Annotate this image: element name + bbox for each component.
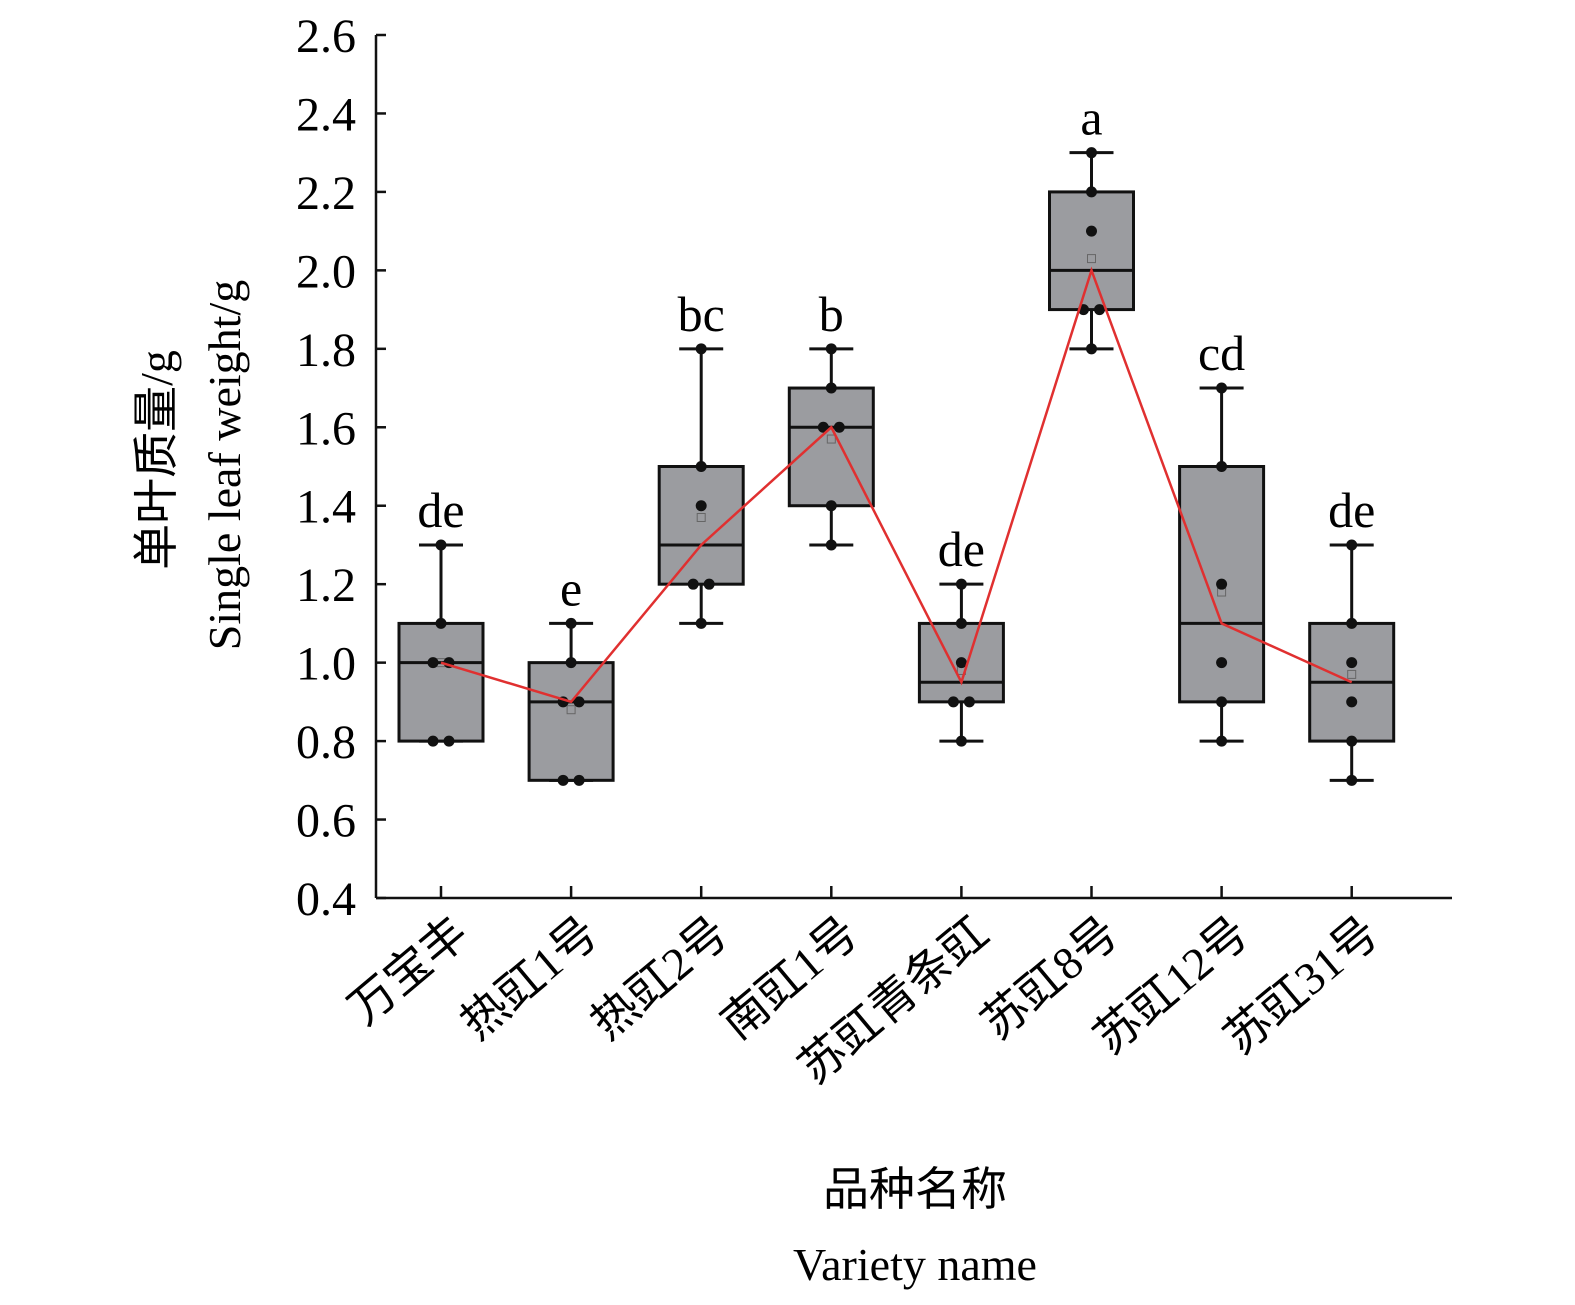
data-point	[565, 617, 577, 629]
y-tick-label: 1.0	[296, 638, 356, 691]
data-point	[557, 774, 569, 786]
significance-label: de	[417, 482, 464, 538]
data-point	[1346, 657, 1358, 669]
y-tick-label: 2.0	[296, 245, 356, 298]
mean-marker	[1087, 254, 1096, 264]
data-point	[687, 578, 699, 590]
data-point	[443, 735, 455, 747]
box	[787, 386, 875, 508]
box	[527, 661, 615, 782]
box	[1048, 190, 1135, 312]
data-point	[825, 382, 837, 394]
y-tick-label: 0.6	[296, 795, 356, 848]
data-point	[695, 343, 707, 355]
mean-marker	[826, 434, 836, 444]
y-axis-label-cn: 单叶质量/g	[131, 350, 182, 570]
mean-marker	[1347, 669, 1357, 679]
y-tick-label: 2.2	[296, 167, 356, 220]
data-point	[695, 461, 707, 472]
mean-marker	[566, 705, 576, 715]
significance-label: b	[819, 286, 844, 342]
significance-label: cd	[1198, 325, 1245, 381]
data-point	[1216, 657, 1228, 669]
data-point	[1346, 539, 1358, 551]
x-tick-label: 热豇2号	[582, 907, 738, 1050]
data-point	[573, 696, 585, 708]
data-point	[427, 657, 439, 669]
significance-label: de	[1328, 482, 1375, 538]
data-point	[955, 735, 967, 747]
y-tick-label: 1.4	[296, 481, 356, 534]
data-point	[427, 735, 439, 747]
data-point	[825, 343, 837, 355]
data-point	[825, 539, 837, 551]
data-point	[963, 696, 975, 708]
significance-label: de	[938, 521, 985, 577]
data-point	[1346, 696, 1358, 708]
data-point	[947, 696, 959, 708]
x-axis-label-cn: 品种名称	[823, 1164, 1007, 1215]
data-point	[695, 617, 707, 629]
data-point	[1216, 578, 1228, 590]
data-point	[955, 657, 967, 669]
data-point	[435, 539, 447, 551]
x-tick-label: 热豇1号	[451, 907, 607, 1050]
data-point	[1346, 735, 1358, 747]
data-point	[703, 578, 715, 590]
data-point	[1094, 304, 1105, 316]
y-tick-label: 1.2	[296, 559, 356, 612]
y-tick-label: 2.6	[296, 10, 356, 63]
y-tick-label: 1.6	[296, 402, 356, 455]
data-point	[955, 578, 967, 590]
data-point	[833, 421, 845, 433]
y-tick-label: 0.4	[296, 873, 356, 926]
y-tick-label: 0.8	[296, 716, 356, 769]
y-axis-label-en: Single leaf weight/g	[199, 280, 250, 650]
data-point	[1086, 225, 1097, 237]
data-point	[1216, 461, 1228, 472]
data-point	[1086, 343, 1097, 355]
y-tick-label: 2.4	[296, 88, 356, 141]
data-point	[1086, 147, 1097, 159]
box	[657, 465, 745, 586]
y-tick-label: 1.8	[296, 324, 356, 377]
data-point	[1216, 735, 1228, 747]
data-point	[955, 617, 967, 629]
x-axis-label-en: Variety name	[793, 1239, 1037, 1290]
data-point	[565, 657, 577, 669]
data-point	[435, 617, 447, 629]
box	[397, 621, 485, 743]
data-point	[1346, 617, 1358, 629]
data-point	[825, 500, 837, 512]
significance-label: e	[560, 560, 582, 616]
y-axis-label: 单叶质量/g Single leaf weight/g	[131, 280, 250, 650]
mean-marker	[696, 512, 706, 522]
data-point	[1216, 382, 1228, 394]
data-point	[817, 421, 829, 433]
median-trend-line	[440, 266, 1353, 704]
data-point	[695, 500, 707, 512]
data-point	[573, 774, 585, 786]
significance-label: a	[1080, 90, 1102, 146]
data-point	[1346, 774, 1358, 786]
significance-label: bc	[678, 286, 725, 342]
data-point	[1086, 186, 1097, 198]
data-point	[1216, 696, 1228, 708]
